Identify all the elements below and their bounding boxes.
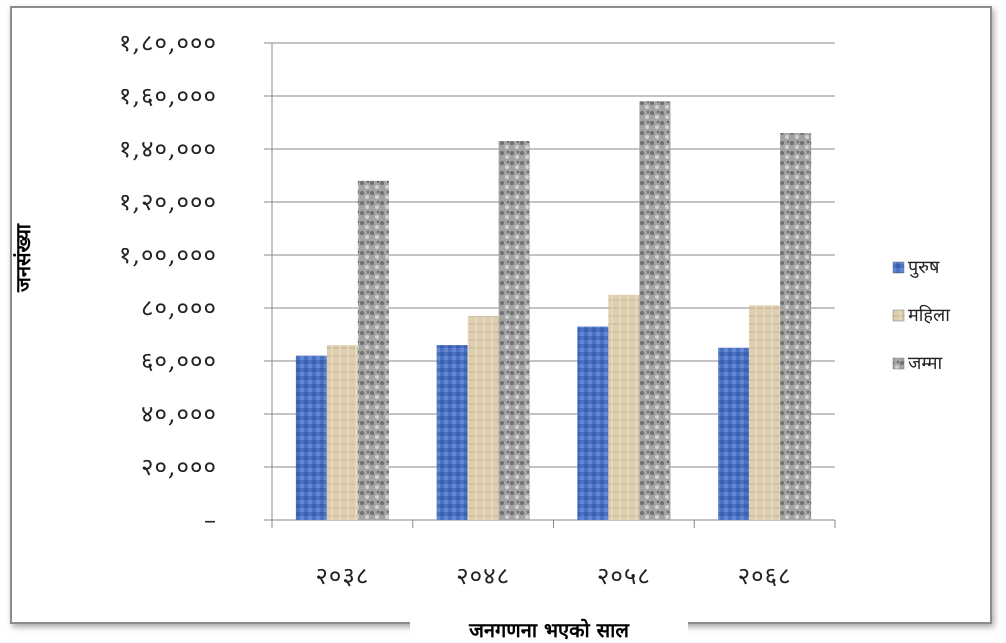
x-axis-title: जनगणना भएको साल <box>468 618 630 642</box>
y-tick-label: ४०,००० <box>141 400 217 428</box>
x-tick-label: २०५८ <box>597 562 651 590</box>
bar-0-1 <box>326 345 358 520</box>
y-tick-label: १,८०,००० <box>119 29 217 57</box>
x-axis-title-background <box>410 618 688 643</box>
legend-swatch <box>892 261 905 274</box>
y-tick-label: १,२०,००० <box>119 188 217 216</box>
y-tick-label: ८०,००० <box>141 294 217 322</box>
bar-3-1 <box>749 305 781 520</box>
bar-2-0 <box>577 326 609 520</box>
bar-2-2 <box>639 101 671 521</box>
legend-label: जम्मा <box>908 353 943 374</box>
y-tick-label: – <box>204 506 217 534</box>
bar-3-2 <box>780 133 812 520</box>
legend-label: महिला <box>908 304 950 326</box>
y-tick-label: १,००,००० <box>119 241 217 269</box>
y-axis-title: जनसंख्या <box>11 223 35 293</box>
bar-1-1 <box>467 315 499 520</box>
y-tick-label: १,६०,००० <box>119 82 217 110</box>
x-tick-label: २०४८ <box>456 562 510 590</box>
bar-3-0 <box>718 347 750 520</box>
bar-0-2 <box>357 180 389 521</box>
bar-2-1 <box>608 294 640 520</box>
legend-label: पुरुष <box>908 257 940 278</box>
bar-1-0 <box>436 345 468 520</box>
y-tick-label: ६०,००० <box>141 347 217 375</box>
x-axis-ticks: २०३८ २०४८ २०५८ २०६८ <box>315 562 792 590</box>
bar-1-2 <box>498 141 530 521</box>
legend: पुरुष महिला जम्मा <box>892 257 950 374</box>
bar-0-0 <box>295 355 327 520</box>
legend-swatch <box>892 357 905 370</box>
y-tick-label: २०,००० <box>141 453 217 481</box>
x-tick-label: २०३८ <box>315 562 369 590</box>
x-tick-label: २०६८ <box>738 562 792 590</box>
bars <box>295 101 812 521</box>
y-tick-label: १,४०,००० <box>119 135 217 163</box>
y-axis-ticks: – २०,००० ४०,००० ६०,००० ८०,००० १,००,००० १,२०,००… <box>119 29 217 534</box>
legend-swatch <box>892 309 905 322</box>
